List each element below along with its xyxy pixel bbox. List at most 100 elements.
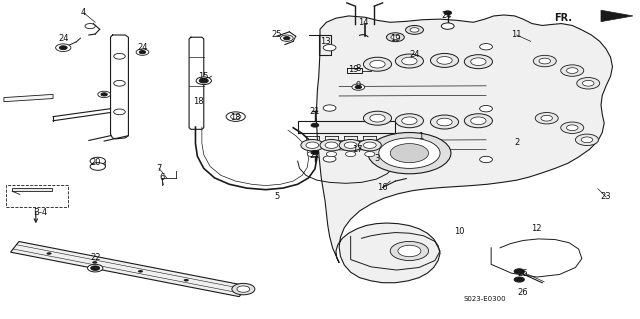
Polygon shape: [4, 94, 53, 102]
Text: 3: 3: [375, 154, 380, 163]
Circle shape: [325, 142, 338, 148]
Circle shape: [575, 134, 598, 145]
Circle shape: [136, 49, 149, 55]
Circle shape: [535, 113, 558, 124]
Circle shape: [88, 264, 103, 272]
Circle shape: [85, 24, 95, 29]
Circle shape: [577, 78, 600, 89]
Circle shape: [402, 117, 417, 124]
Text: 7: 7: [156, 164, 162, 173]
Circle shape: [138, 270, 143, 272]
Circle shape: [311, 151, 319, 154]
Circle shape: [114, 80, 125, 86]
Circle shape: [60, 46, 67, 50]
Text: 10: 10: [454, 227, 465, 236]
Circle shape: [442, 23, 454, 29]
Circle shape: [344, 142, 357, 148]
Circle shape: [396, 114, 424, 128]
Circle shape: [410, 28, 419, 32]
Circle shape: [56, 44, 71, 51]
Circle shape: [232, 283, 255, 295]
Text: 16: 16: [377, 183, 388, 192]
Circle shape: [358, 139, 381, 151]
Circle shape: [280, 35, 293, 41]
Polygon shape: [316, 15, 612, 283]
Text: 26: 26: [518, 269, 529, 278]
Circle shape: [98, 91, 111, 98]
Text: 21: 21: [310, 151, 320, 160]
Circle shape: [306, 142, 319, 148]
Circle shape: [47, 252, 52, 255]
Circle shape: [237, 286, 250, 292]
Text: 12: 12: [531, 224, 541, 233]
Circle shape: [114, 109, 125, 115]
Circle shape: [514, 277, 524, 282]
Circle shape: [140, 50, 146, 54]
Circle shape: [370, 60, 385, 68]
Circle shape: [196, 77, 211, 85]
Circle shape: [323, 156, 336, 162]
Circle shape: [514, 269, 524, 274]
Circle shape: [226, 112, 245, 122]
Text: 15: 15: [198, 72, 209, 81]
Text: 14: 14: [358, 18, 369, 27]
Circle shape: [402, 57, 417, 65]
Circle shape: [230, 114, 241, 119]
Circle shape: [311, 123, 319, 127]
Text: 24: 24: [137, 43, 148, 52]
Text: 13: 13: [320, 37, 330, 46]
Polygon shape: [12, 188, 52, 191]
Circle shape: [101, 93, 108, 96]
Text: 21: 21: [310, 107, 320, 116]
Text: 8: 8: [356, 64, 361, 73]
Circle shape: [581, 137, 593, 143]
Circle shape: [355, 85, 362, 89]
Circle shape: [431, 53, 459, 67]
Circle shape: [566, 68, 578, 73]
Circle shape: [582, 80, 594, 86]
Circle shape: [396, 54, 424, 68]
Text: 24: 24: [441, 11, 452, 20]
Text: FR.: FR.: [554, 13, 572, 23]
Circle shape: [390, 241, 429, 261]
Text: 17: 17: [352, 145, 362, 154]
Text: 19: 19: [348, 65, 358, 74]
Circle shape: [390, 144, 429, 163]
Text: 24: 24: [58, 34, 68, 43]
Circle shape: [184, 279, 189, 281]
Circle shape: [398, 245, 421, 257]
Circle shape: [90, 157, 106, 165]
Circle shape: [364, 111, 392, 125]
Circle shape: [561, 122, 584, 133]
Circle shape: [533, 55, 556, 67]
Text: 2: 2: [514, 138, 519, 147]
Circle shape: [364, 142, 376, 148]
Text: 5: 5: [274, 192, 279, 202]
Circle shape: [326, 152, 337, 157]
Circle shape: [379, 138, 440, 168]
Circle shape: [566, 125, 578, 130]
Text: S023-E0300: S023-E0300: [463, 296, 506, 301]
Circle shape: [541, 115, 552, 121]
Text: 18: 18: [193, 97, 204, 106]
Circle shape: [479, 156, 492, 163]
Circle shape: [465, 55, 492, 69]
Circle shape: [437, 118, 452, 126]
Circle shape: [92, 261, 97, 264]
Circle shape: [368, 132, 451, 174]
Circle shape: [352, 84, 365, 90]
Text: 11: 11: [511, 31, 522, 40]
Circle shape: [284, 37, 290, 40]
Circle shape: [323, 45, 336, 51]
Text: 22: 22: [90, 253, 100, 262]
Circle shape: [91, 266, 100, 270]
Circle shape: [339, 139, 362, 151]
Text: 4: 4: [81, 8, 86, 17]
Circle shape: [437, 56, 452, 64]
Circle shape: [431, 115, 459, 129]
Text: 9: 9: [356, 81, 361, 90]
Circle shape: [346, 152, 356, 157]
Circle shape: [387, 33, 404, 42]
Text: 6: 6: [159, 174, 164, 182]
Text: 26: 26: [518, 288, 529, 297]
